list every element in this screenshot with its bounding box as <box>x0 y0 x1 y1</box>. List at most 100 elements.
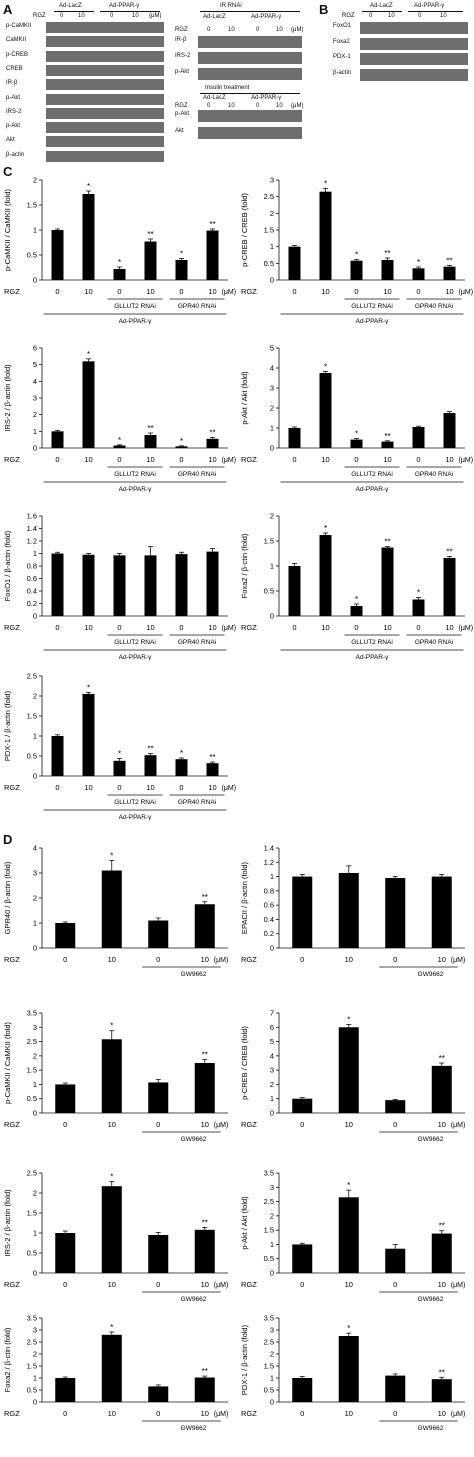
rgz-label: RGZ <box>33 13 46 19</box>
dose-label: 10 <box>438 1280 446 1289</box>
dose-label: 0 <box>300 1120 304 1129</box>
y-tick-label: 0 <box>33 444 37 453</box>
bar-chart: p-Akt / Akt (fold)00.511.522.533.5***RGZ… <box>240 1169 465 1304</box>
blot-row-label: Akt <box>6 137 15 144</box>
bar <box>148 920 169 948</box>
group-label: GW9662 <box>418 1136 444 1143</box>
dose-label: 10 <box>108 1409 116 1418</box>
y-tick-label: 2.5 <box>27 1037 37 1046</box>
y-tick-label: 0 <box>270 276 274 285</box>
dose-label: 0 <box>369 13 373 19</box>
bar <box>443 266 456 280</box>
bar <box>101 1334 122 1402</box>
significance-mark: * <box>110 1022 113 1031</box>
significance-mark: ** <box>147 230 153 239</box>
bar <box>381 260 394 280</box>
y-tick-label: 4 <box>33 844 37 853</box>
y-tick-label: 0.4 <box>264 915 274 924</box>
bar <box>338 1336 359 1402</box>
group-label: GPR40 RNAi <box>178 471 216 478</box>
y-tick-label: 1 <box>270 1094 274 1103</box>
y-axis-label: p-Akt / Akt (fold) <box>240 371 249 425</box>
header-underline <box>408 11 463 12</box>
dose-label: 10 <box>84 783 92 792</box>
bar <box>350 606 363 616</box>
dose-label: 0 <box>393 955 397 964</box>
y-tick-label: 1 <box>270 1374 274 1383</box>
bar <box>144 755 157 776</box>
dose-label: 10 <box>201 1409 209 1418</box>
dose-label: 10 <box>108 1120 116 1129</box>
y-tick-label: 1.5 <box>264 1362 274 1371</box>
significance-mark: ** <box>202 1218 208 1227</box>
y-tick-label: 1.5 <box>27 1066 37 1075</box>
dose-label: 0 <box>354 623 358 632</box>
significance-mark: * <box>347 1015 350 1024</box>
blot-band-image <box>360 68 468 81</box>
dose-label: 10 <box>146 623 154 632</box>
dose-label: 0 <box>300 955 304 964</box>
blot-band-image <box>46 50 164 62</box>
bar <box>55 1378 76 1402</box>
header-ppar: Ad-PPAR-γ <box>251 14 282 20</box>
significance-mark: * <box>417 589 420 598</box>
bar <box>194 904 215 948</box>
y-tick-label: 1.2 <box>264 858 274 867</box>
y-tick-label: 1.4 <box>264 844 274 853</box>
group-label: GLLUT2 RNAi <box>351 639 393 646</box>
y-tick-label: 2 <box>33 1350 37 1359</box>
unit-label: (μM) <box>451 1122 466 1129</box>
bar <box>206 438 219 448</box>
y-tick-label: 4 <box>270 1051 274 1060</box>
dose-label: 10 <box>445 455 453 464</box>
y-tick-label: 0.5 <box>27 1386 37 1395</box>
dose-label: 0 <box>63 1120 67 1129</box>
y-tick-label: 1 <box>270 242 274 251</box>
rgz-label: RGZ <box>241 1120 257 1129</box>
bar <box>431 1379 452 1402</box>
blot-band-image <box>46 79 164 91</box>
dose-label: 10 <box>228 27 235 33</box>
y-tick-label: 2 <box>33 176 37 185</box>
dose-label: 10 <box>84 623 92 632</box>
blot-band-image <box>46 93 164 105</box>
header-underline <box>200 11 300 12</box>
y-tick-label: 0 <box>33 944 37 953</box>
dose-label: 0 <box>256 103 260 109</box>
blot-band-image <box>46 107 164 119</box>
bar <box>381 441 394 448</box>
y-tick-label: 0.5 <box>264 259 274 268</box>
y-tick-label: 2 <box>33 692 37 701</box>
unit-label: (μM) <box>222 289 237 296</box>
rgz-label: RGZ <box>4 287 20 296</box>
y-axis-label: p-CaMKII / CaMKII (fold) <box>3 1021 12 1104</box>
bar-chart: Foxa2 / β-ctin (fold)00.511.522.533.5***… <box>3 1314 228 1433</box>
bar-chart: PDX-1 / β-actin (fold)00.511.522.5**** * *… <box>3 672 236 822</box>
blot-row-label: p-CaMKII <box>6 23 32 29</box>
y-tick-label: 6 <box>270 1023 274 1032</box>
y-tick-label: 1.5 <box>27 1362 37 1371</box>
rgz-label: RGZ <box>342 13 355 19</box>
y-tick-label: 3 <box>270 1183 274 1192</box>
significance-mark: ** <box>439 1054 445 1063</box>
significance-mark: ** <box>209 220 215 229</box>
significance-mark: * <box>87 350 90 359</box>
bar <box>292 1244 313 1273</box>
bar <box>175 759 188 776</box>
header-underline <box>200 93 300 94</box>
y-tick-label: 2 <box>270 1350 274 1359</box>
y-tick-label: 0 <box>33 612 37 621</box>
dose-label: 10 <box>345 955 353 964</box>
significance-mark: * <box>355 250 358 259</box>
dose-label: 0 <box>207 103 211 109</box>
blot-band-image <box>198 110 302 122</box>
dose-label: 0 <box>393 1280 397 1289</box>
y-axis-label: IRS-2 / β-actin (fold) <box>3 364 12 432</box>
panel-label-a: A <box>3 2 13 17</box>
y-tick-label: 5 <box>270 1037 274 1046</box>
significance-mark: * <box>324 179 327 188</box>
significance-mark: * <box>417 258 420 267</box>
unit-label: (μM) <box>222 457 237 464</box>
bar <box>113 269 126 280</box>
y-tick-label: 0 <box>270 1269 274 1278</box>
